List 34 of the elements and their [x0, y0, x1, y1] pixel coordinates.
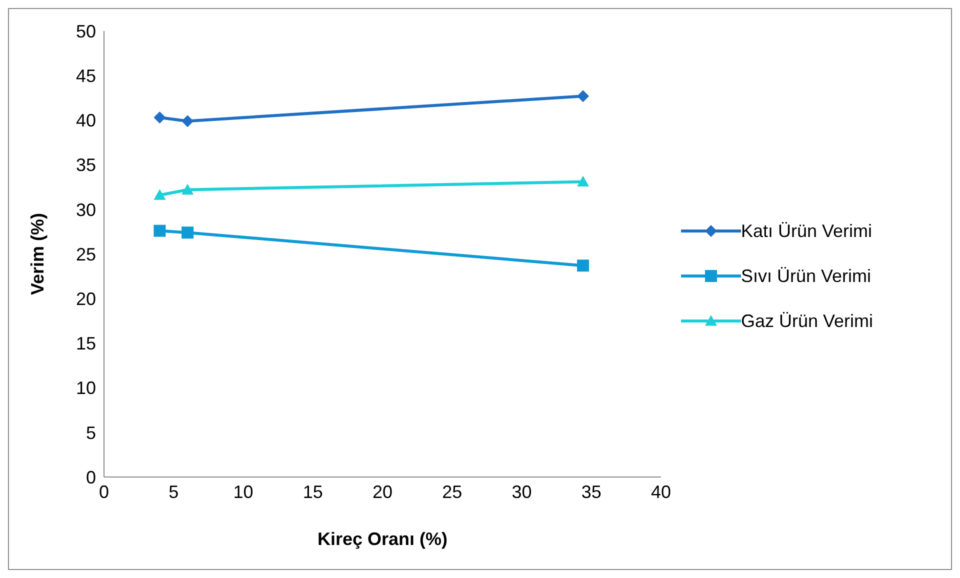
y-tick-label: 35: [76, 155, 96, 176]
y-tick-label: 50: [76, 21, 96, 42]
point: [154, 189, 166, 200]
x-tick-label: 10: [233, 482, 254, 502]
x-tick-label: 5: [168, 482, 179, 502]
legend-label: Katı Ürün Verimi: [741, 220, 872, 242]
x-tick-label: 40: [650, 482, 672, 502]
point: [182, 184, 194, 195]
y-tick-label: 25: [76, 244, 96, 264]
x-tick-label: 25: [442, 482, 462, 502]
point: [577, 176, 590, 187]
point: [577, 90, 590, 102]
x-tick-label: 35: [581, 482, 602, 502]
y-axis-title: Verim (%): [27, 212, 48, 296]
point: [577, 260, 590, 272]
point: [154, 112, 166, 124]
y-tick-label: 30: [76, 200, 96, 220]
legend-label: Sıvı Ürün Verimi: [741, 266, 872, 286]
x-axis-title: Kireç Oranı (%): [317, 529, 448, 549]
x-tick-label: 20: [372, 482, 393, 502]
point: [182, 115, 194, 128]
x-tick-label: 15: [302, 482, 323, 502]
y-tick-label: 10: [76, 378, 96, 398]
y-tick-label: 0: [86, 467, 96, 488]
legend-label: Gaz Ürün Verimi: [741, 310, 874, 332]
x-tick-label: 0: [98, 482, 110, 502]
y-tick-label: 20: [76, 288, 96, 309]
y-tick-label: 45: [76, 66, 96, 86]
point: [182, 226, 194, 239]
x-tick-label: 30: [512, 482, 532, 502]
point: [154, 224, 166, 237]
y-tick-label: 5: [86, 422, 96, 443]
y-tick-label: 15: [76, 334, 96, 354]
y-tick-label: 40: [76, 110, 96, 131]
